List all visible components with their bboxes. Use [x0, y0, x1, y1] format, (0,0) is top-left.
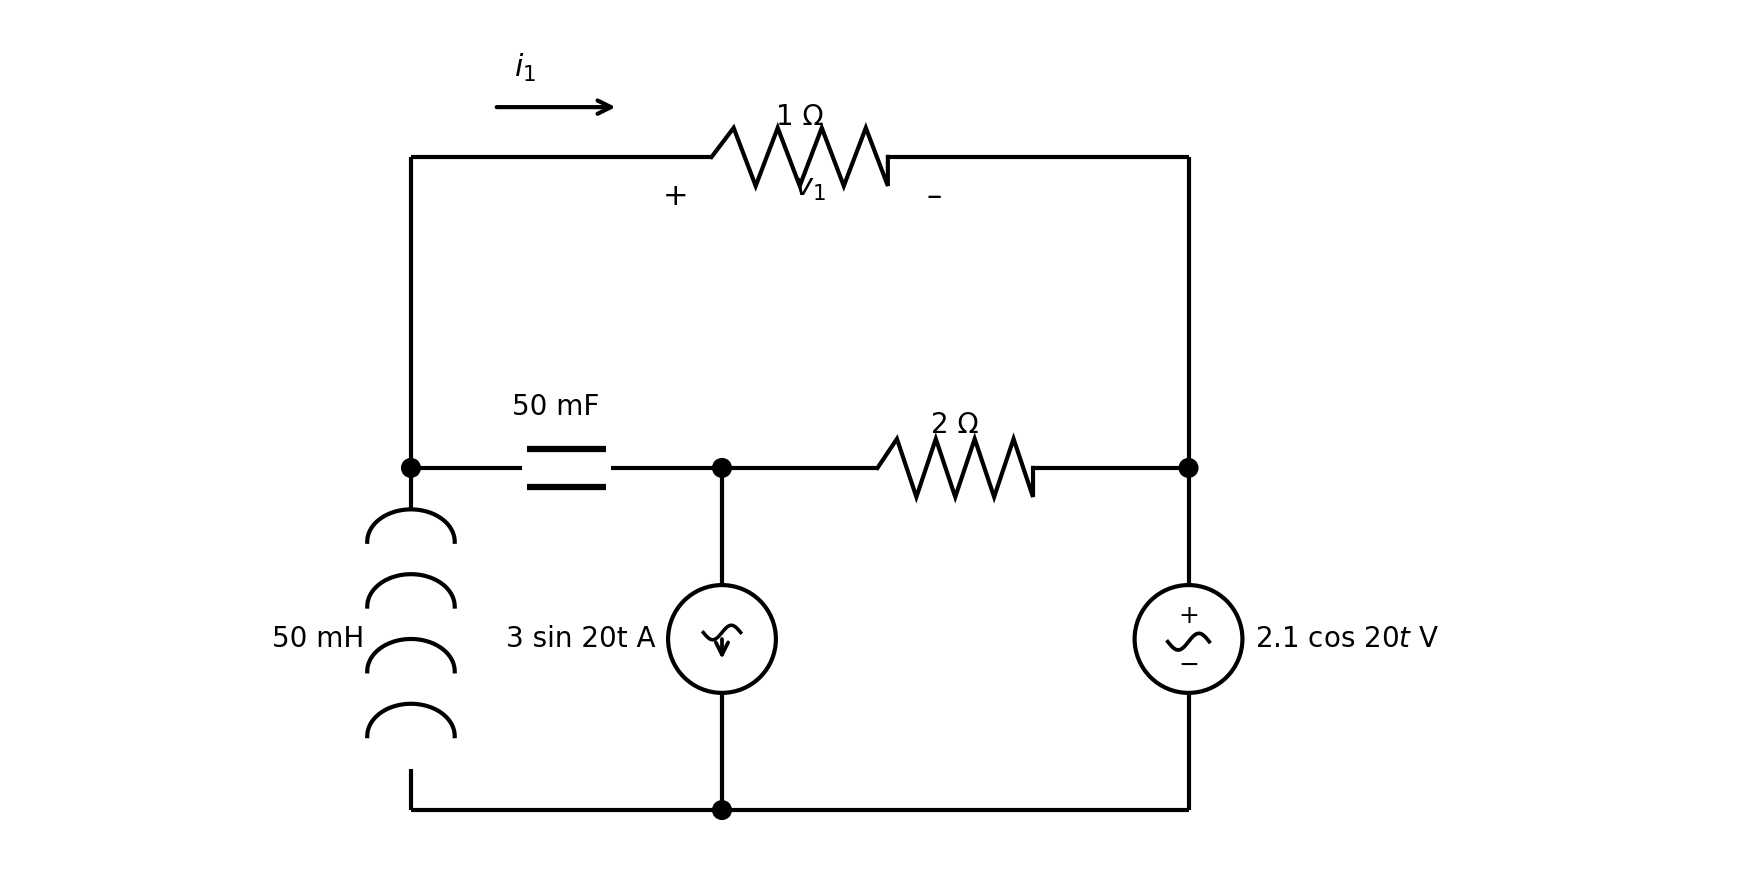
- Text: $i_1$: $i_1$: [514, 52, 535, 84]
- Text: 2 Ω: 2 Ω: [932, 411, 979, 438]
- Text: +: +: [663, 182, 688, 210]
- Text: +: +: [1178, 605, 1199, 629]
- Circle shape: [1179, 459, 1199, 477]
- Text: 2.1 cos 20$t$ V: 2.1 cos 20$t$ V: [1255, 625, 1439, 653]
- Text: –: –: [927, 182, 942, 210]
- Text: −: −: [1178, 653, 1199, 677]
- Text: 1 Ω: 1 Ω: [776, 103, 823, 131]
- Circle shape: [713, 459, 732, 477]
- Circle shape: [713, 801, 732, 819]
- Text: 50 mF: 50 mF: [512, 393, 600, 422]
- Circle shape: [402, 459, 419, 477]
- Text: 3 sin 20t A: 3 sin 20t A: [505, 625, 656, 653]
- Text: 50 mH: 50 mH: [272, 625, 365, 653]
- Text: $v_1$: $v_1$: [795, 173, 827, 202]
